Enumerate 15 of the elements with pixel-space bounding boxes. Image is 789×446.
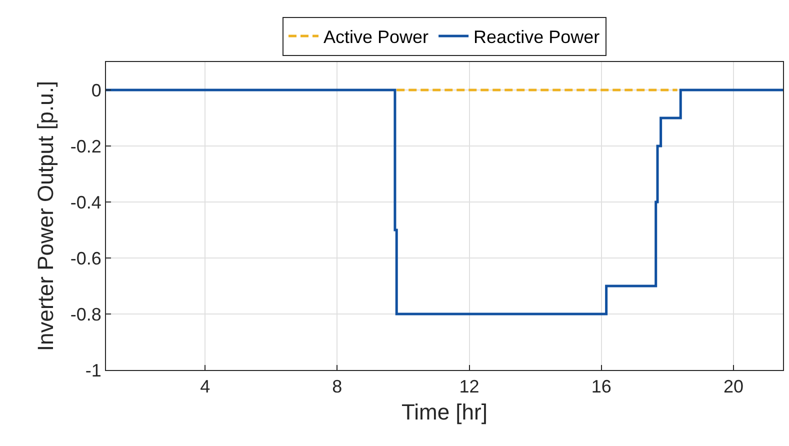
- y-tick-label: -1: [85, 360, 102, 380]
- y-tick-label: -0.8: [70, 304, 102, 324]
- y-axis-title: Inverter Power Output [p.u.]: [33, 80, 58, 352]
- legend-label: Reactive Power: [474, 27, 600, 48]
- y-tick-label: 0: [91, 80, 102, 100]
- x-tick-label: 4: [200, 376, 210, 397]
- y-tick-label: -0.6: [70, 248, 102, 268]
- y-tick-label: -0.4: [70, 192, 102, 212]
- y-tick-label: -0.2: [70, 136, 102, 156]
- x-tick-label: 12: [459, 376, 480, 397]
- legend-label: Active Power: [324, 27, 429, 48]
- x-tick-label: 20: [723, 376, 744, 397]
- x-tick-label: 16: [591, 376, 612, 397]
- x-axis-title: Time [hr]: [402, 400, 488, 424]
- x-tick-label: 8: [332, 376, 342, 397]
